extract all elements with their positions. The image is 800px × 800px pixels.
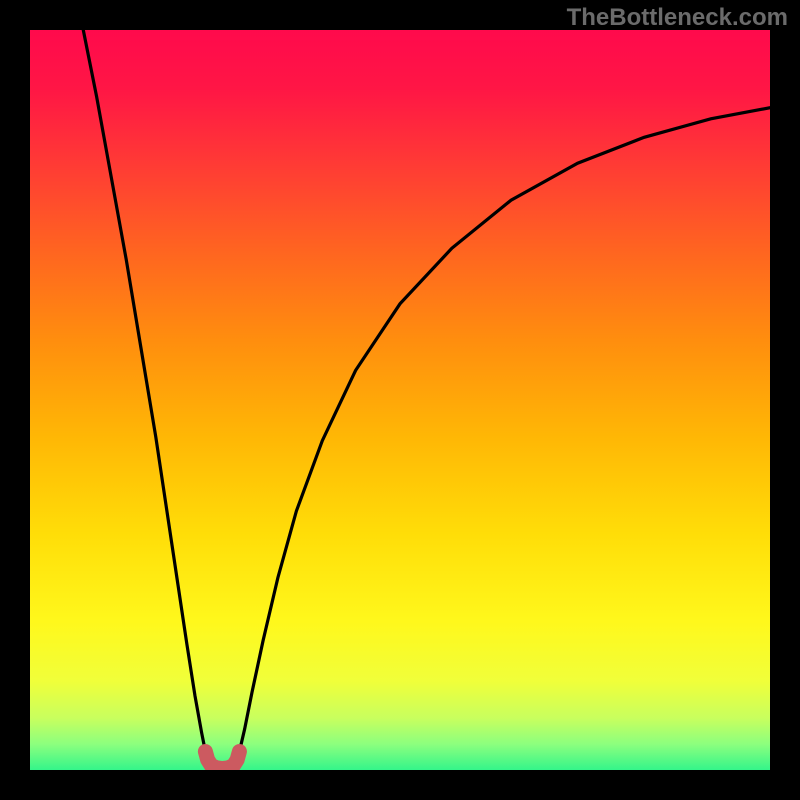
- bottleneck-plot: [30, 30, 770, 770]
- plot-background: [30, 30, 770, 770]
- watermark-text: TheBottleneck.com: [567, 4, 788, 32]
- chart-frame: TheBottleneck.com: [0, 0, 800, 800]
